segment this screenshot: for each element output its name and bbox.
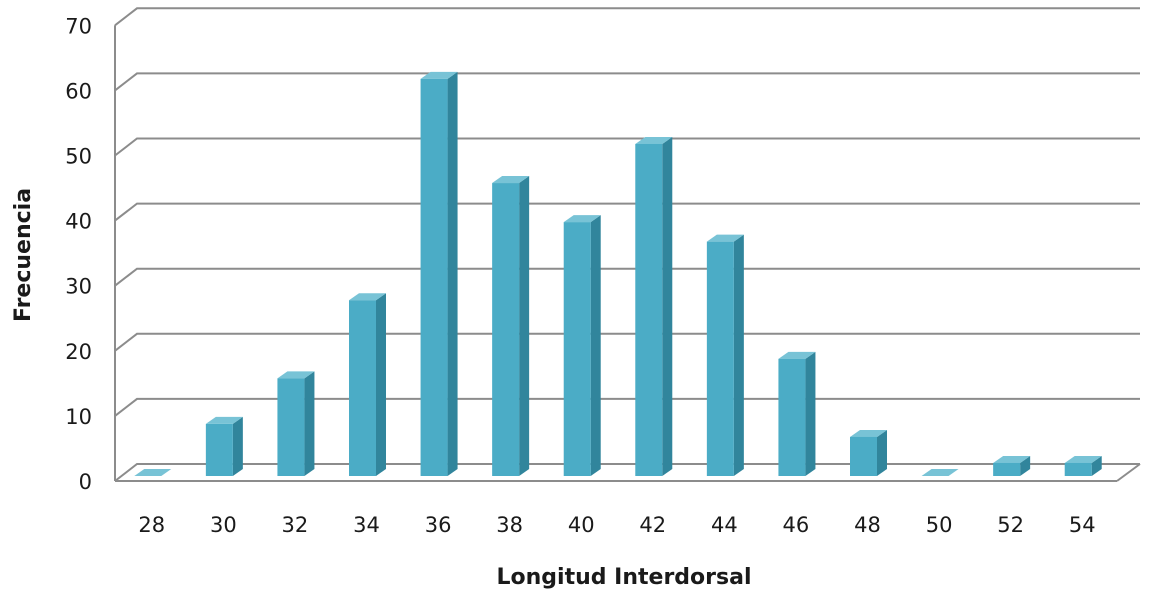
x-tick-label: 50 — [926, 513, 953, 537]
x-tick-label: 36 — [425, 513, 452, 537]
bar-top — [420, 71, 458, 79]
bar-top — [205, 416, 243, 424]
bar — [706, 234, 744, 476]
x-tick-label: 54 — [1069, 513, 1096, 537]
bar — [778, 351, 816, 476]
gridline — [114, 332, 1140, 352]
gridline — [114, 137, 1140, 157]
y-tick-label: 40 — [65, 210, 92, 234]
y-tick-label: 70 — [65, 14, 92, 38]
x-tick-label: 40 — [568, 513, 595, 537]
bar-side — [519, 176, 530, 477]
floor-right-edge — [1116, 463, 1141, 482]
gridlines — [114, 7, 1141, 482]
bar-top — [993, 455, 1031, 463]
x-tick-label: 34 — [353, 513, 380, 537]
y-axis-title: Frecuencia — [11, 188, 36, 322]
gridline — [114, 463, 1140, 482]
bar-top — [134, 469, 172, 476]
y-tick-label: 60 — [65, 79, 92, 103]
x-tick-label: 32 — [282, 513, 309, 537]
bar-top — [850, 429, 887, 437]
bar-side — [877, 429, 887, 476]
gridline — [114, 7, 1140, 27]
bar-side — [232, 416, 243, 476]
bar-front — [420, 78, 448, 476]
bar-front — [850, 436, 877, 476]
gridline — [114, 397, 1140, 417]
y-tick-label: 30 — [65, 275, 92, 299]
gridline — [114, 72, 1140, 92]
x-tick-labels: 28 30 32 34 36 38 40 42 44 46 48 50 52 54 — [138, 513, 1095, 537]
bar-front — [349, 300, 376, 476]
y-tick-label: 20 — [65, 340, 92, 364]
bar-top — [921, 469, 959, 476]
bar-top — [563, 215, 601, 223]
x-tick-label: 52 — [997, 513, 1024, 537]
bar-side — [733, 234, 744, 476]
bar — [635, 136, 673, 477]
bar — [492, 176, 530, 477]
bar-front — [563, 222, 591, 476]
bar-front — [635, 143, 663, 477]
bar-top — [778, 351, 816, 359]
x-tick-label: 48 — [854, 513, 881, 537]
bar — [277, 371, 315, 476]
x-tick-label: 42 — [639, 513, 666, 537]
y-tick-label: 50 — [65, 145, 92, 169]
bar-top — [706, 234, 744, 242]
x-tick-label: 28 — [138, 513, 165, 537]
bar — [134, 469, 172, 476]
bar-top — [1064, 455, 1102, 463]
bar-top — [277, 371, 315, 379]
bar — [921, 469, 959, 476]
bar-side — [304, 371, 315, 476]
x-axis-title: Longitud Interdorsal — [497, 565, 752, 589]
bar-front — [492, 183, 520, 477]
bar-side — [590, 215, 601, 477]
bar — [349, 293, 386, 476]
gridline — [114, 267, 1140, 287]
bar — [993, 455, 1031, 476]
bar — [850, 429, 887, 476]
x-tick-label: 44 — [711, 513, 738, 537]
bar-front — [706, 241, 734, 476]
bar-front — [993, 462, 1021, 476]
bar — [420, 71, 458, 476]
y-tick-label: 0 — [79, 470, 92, 494]
y-tick-labels: 0 10 20 30 40 50 60 70 — [65, 14, 92, 494]
bar-front — [205, 423, 233, 476]
bars — [134, 71, 1102, 477]
bar-side — [1020, 455, 1031, 476]
bar-side — [662, 136, 673, 477]
bar-side — [1091, 455, 1102, 476]
bar-top — [492, 176, 530, 184]
bar-front — [1064, 462, 1092, 476]
x-tick-label: 38 — [496, 513, 523, 537]
x-tick-label: 46 — [783, 513, 810, 537]
bar-side — [805, 351, 816, 476]
bar — [563, 215, 601, 477]
bar — [1064, 455, 1102, 476]
gridline — [114, 202, 1140, 222]
bar — [205, 416, 243, 476]
bar-side — [447, 71, 458, 476]
bar-top — [635, 136, 673, 144]
bar-top — [349, 293, 386, 301]
bar-front — [277, 378, 305, 476]
x-tick-label: 30 — [210, 513, 237, 537]
y-tick-label: 10 — [65, 405, 92, 429]
bar-side — [376, 293, 386, 476]
bar-front — [778, 358, 806, 476]
